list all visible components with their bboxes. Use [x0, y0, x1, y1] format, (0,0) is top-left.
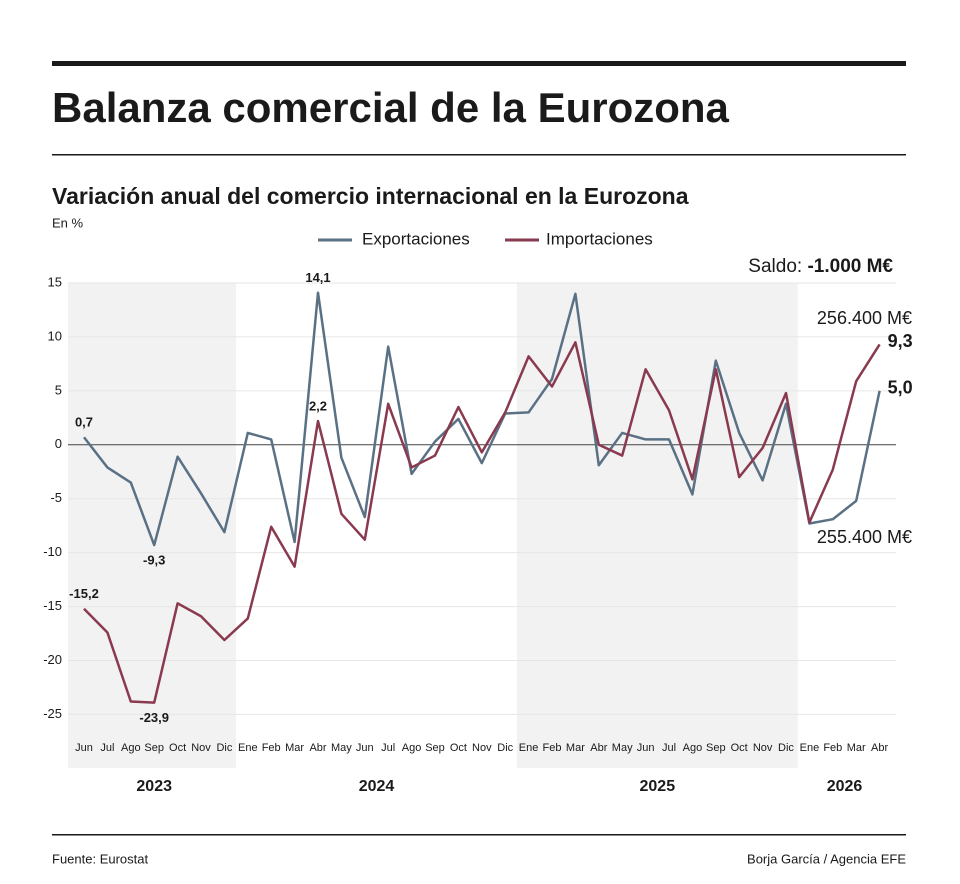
value-label: 0,7: [75, 415, 93, 430]
y-tick-label: -15: [43, 598, 62, 613]
x-tick-label: Ago: [121, 742, 141, 754]
plot: 2023 2024 2025 2026 15 10 5 0 -5 -10 -15 -20 -25 Jun J…: [43, 229, 912, 795]
value-label: 14,1: [305, 270, 330, 285]
chart-title: Balanza comercial de la Eurozona: [52, 84, 730, 131]
year-bands: [68, 283, 798, 768]
x-tick-label: Ene: [800, 742, 820, 754]
y-tick-label: -5: [50, 490, 62, 505]
y-tick-label: -10: [43, 544, 62, 559]
y-tick-label: -20: [43, 652, 62, 667]
x-tick-label: Mar: [566, 742, 585, 754]
legend-label: Exportaciones: [362, 229, 470, 248]
year-label: 2025: [640, 778, 676, 795]
year-label: 2026: [827, 778, 863, 795]
y-tick-label: 0: [55, 436, 62, 451]
x-tick-label: May: [331, 742, 352, 754]
end-label: 5,0: [888, 378, 913, 398]
balance: Saldo: -1.000 M€: [748, 256, 893, 277]
x-tick-label: Nov: [753, 742, 773, 754]
x-tick-label: Dic: [216, 742, 232, 754]
credit: Borja García / Agencia EFE: [747, 851, 906, 866]
x-tick-label: Abr: [309, 742, 326, 754]
x-tick-label: Dic: [778, 742, 794, 754]
x-tick-label: Oct: [731, 742, 748, 754]
value-label: 2,2: [309, 398, 327, 413]
year-label: 2023: [136, 778, 172, 795]
value-label: -23,9: [139, 710, 169, 725]
x-tick-label: Nov: [472, 742, 492, 754]
title-rule: [52, 154, 906, 156]
y-tick-label: 10: [48, 328, 62, 343]
y-tick-label: 5: [55, 382, 62, 397]
x-tick-label: Jun: [637, 742, 655, 754]
x-tick-label: Abr: [871, 742, 888, 754]
top-rule: [52, 61, 906, 66]
y-tick-label: -25: [43, 706, 62, 721]
x-tick-label: Ago: [402, 742, 422, 754]
x-tick-label: Jul: [381, 742, 395, 754]
x-tick-label: Abr: [590, 742, 607, 754]
balance-label: Saldo:: [748, 256, 802, 277]
year-label: 2024: [359, 778, 395, 795]
x-tick-label: Feb: [543, 742, 562, 754]
balance-value: -1.000 M€: [807, 256, 893, 277]
footer-rule: [52, 834, 906, 836]
x-tick-label: Jun: [356, 742, 374, 754]
x-tick-label: Jul: [100, 742, 114, 754]
x-tick-label: Sep: [144, 742, 164, 754]
x-tick-label: Ene: [519, 742, 539, 754]
source: Fuente: Eurostat: [52, 851, 148, 866]
legend-label: Importaciones: [546, 229, 653, 248]
x-tick-label: Oct: [450, 742, 467, 754]
x-tick-label: Nov: [191, 742, 211, 754]
x-tick-label: Feb: [823, 742, 842, 754]
x-tick-label: Oct: [169, 742, 186, 754]
x-tick-label: May: [612, 742, 633, 754]
total-label: 255.400 M€: [817, 527, 912, 547]
x-tick-label: Dic: [497, 742, 513, 754]
x-tick-label: Mar: [285, 742, 304, 754]
x-tick-label: Mar: [847, 742, 866, 754]
x-tick-label: Jun: [75, 742, 93, 754]
series-line: [83, 341, 881, 704]
value-label: -9,3: [143, 553, 165, 568]
x-tick-label: Sep: [425, 742, 445, 754]
chart-subtitle: Variación anual del comercio internacion…: [52, 183, 689, 209]
y-tick-label: 15: [48, 274, 62, 289]
unit-label: En %: [52, 215, 84, 230]
series-line: [83, 291, 881, 547]
total-label: 256.400 M€: [817, 308, 912, 328]
x-tick-label: Ene: [238, 742, 258, 754]
x-tick-label: Sep: [706, 742, 726, 754]
x-tick-label: Jul: [662, 742, 676, 754]
end-label: 9,3: [888, 331, 913, 351]
x-tick-label: Feb: [262, 742, 281, 754]
x-tick-label: Ago: [683, 742, 703, 754]
year-band: [68, 283, 237, 768]
value-label: -15,2: [69, 586, 99, 601]
